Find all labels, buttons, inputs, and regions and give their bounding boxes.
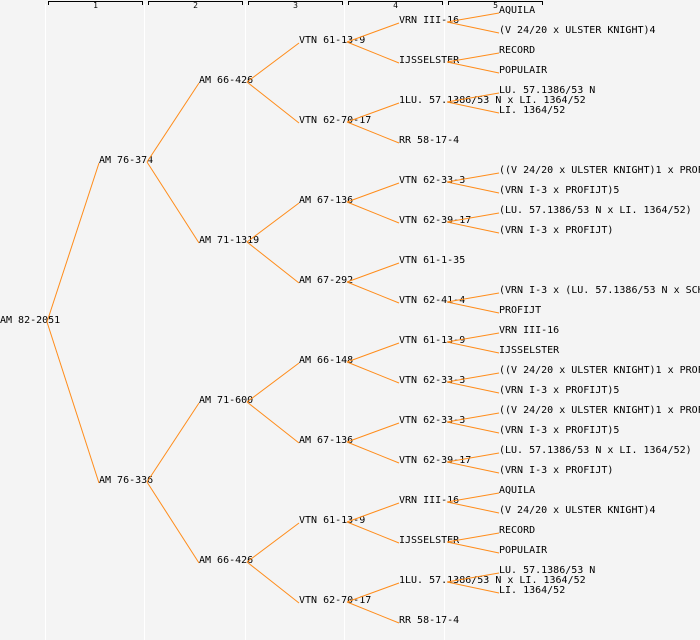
pedigree-node-gen4[interactable]: IJSSELSTER xyxy=(399,535,460,546)
pedigree-link xyxy=(346,182,400,203)
pedigree-node-gen4[interactable]: VTN 62-33-3 xyxy=(399,415,466,426)
pedigree-node-gen0[interactable]: AM 82-2051 xyxy=(0,315,61,326)
column-divider xyxy=(344,4,345,640)
pedigree-link xyxy=(246,522,300,563)
pedigree-node-gen3[interactable]: AM 67-136 xyxy=(299,195,354,206)
pedigree-node-gen3[interactable]: AM 67-292 xyxy=(299,275,354,286)
column-bracket xyxy=(248,1,343,5)
pedigree-node-gen5[interactable]: POPULAIR xyxy=(499,65,548,76)
pedigree-node-gen5[interactable]: (VRN I-3 x (LU. 57.1386/53 N x SCH xyxy=(499,285,700,296)
pedigree-node-gen5[interactable]: IJSSELSTER xyxy=(499,345,560,356)
pedigree-node-gen2[interactable]: AM 66-426 xyxy=(199,75,254,86)
pedigree-node-gen3[interactable]: VTN 61-13-9 xyxy=(299,35,366,46)
column-divider xyxy=(144,4,145,640)
pedigree-node-gen5[interactable]: (VRN I-3 x PROFIJT)5 xyxy=(499,425,620,436)
pedigree-node-gen5[interactable]: RECORD xyxy=(499,45,536,56)
pedigree-node-gen3[interactable]: AM 66-148 xyxy=(299,355,354,366)
pedigree-node-gen5[interactable]: ((V 24/20 x ULSTER KNIGHT)1 x PROF xyxy=(499,365,700,376)
pedigree-node-gen4[interactable]: VTN 61-13-9 xyxy=(399,335,466,346)
pedigree-node-gen4[interactable]: VTN 62-33-3 xyxy=(399,375,466,386)
pedigree-node-gen2[interactable]: AM 71-1319 xyxy=(199,235,260,246)
pedigree-link xyxy=(246,81,300,124)
pedigree-link xyxy=(246,362,300,403)
column-header: 3 xyxy=(293,1,298,10)
pedigree-node-gen5[interactable]: AQUILA xyxy=(499,485,536,496)
pedigree-link xyxy=(346,422,400,443)
pedigree-node-gen3[interactable]: VTN 62-70-17 xyxy=(299,595,372,606)
pedigree-node-gen3[interactable]: VTN 61-13-9 xyxy=(299,515,366,526)
column-divider xyxy=(245,4,246,640)
pedigree-node-gen4[interactable]: VRN III-16 xyxy=(399,15,460,26)
column-header: 4 xyxy=(393,1,398,10)
pedigree-link xyxy=(346,281,400,304)
pedigree-node-gen4[interactable]: IJSSELSTER xyxy=(399,55,460,66)
pedigree-link xyxy=(246,561,300,604)
pedigree-node-gen5[interactable]: ((V 24/20 x ULSTER KNIGHT)1 x PROF xyxy=(499,165,700,176)
pedigree-node-gen2[interactable]: AM 66-426 xyxy=(199,555,254,566)
pedigree-node-gen4[interactable]: RR 58-17-4 xyxy=(399,135,460,146)
pedigree-link xyxy=(246,241,300,284)
column-header: 2 xyxy=(193,1,198,10)
pedigree-node-gen5[interactable]: (VRN I-3 x PROFIJT)5 xyxy=(499,185,620,196)
column-bracket xyxy=(48,1,143,5)
pedigree-node-gen4[interactable]: RR 58-17-4 xyxy=(399,615,460,626)
pedigree-node-gen5[interactable]: (VRN I-3 x PROFIJT) xyxy=(499,465,614,476)
pedigree-node-gen5[interactable]: (LU. 57.1386/53 N x LI. 1364/52) xyxy=(499,205,692,216)
pedigree-link xyxy=(146,82,200,163)
pedigree-node-gen5[interactable]: LI. 1364/52 xyxy=(499,585,566,596)
pedigree-link xyxy=(346,342,400,363)
pedigree-link xyxy=(146,402,200,483)
pedigree-node-gen4[interactable]: VTN 62-33-3 xyxy=(399,175,466,186)
pedigree-link xyxy=(346,201,400,224)
pedigree-link xyxy=(246,401,300,444)
pedigree-node-gen4[interactable]: VTN 62-39-17 xyxy=(399,455,472,466)
pedigree-node-gen5[interactable]: ((V 24/20 x ULSTER KNIGHT)1 x PROF xyxy=(499,405,700,416)
pedigree-node-gen4[interactable]: VRN III-16 xyxy=(399,495,460,506)
pedigree-link xyxy=(346,262,400,283)
pedigree-node-gen5[interactable]: LU. 57.1386/53 N xyxy=(499,85,596,96)
pedigree-node-gen5[interactable]: (VRN I-3 x PROFIJT)5 xyxy=(499,385,620,396)
pedigree-node-gen4[interactable]: VTN 61-1-35 xyxy=(399,255,466,266)
pedigree-link xyxy=(246,42,300,83)
pedigree-node-gen1[interactable]: AM 76-336 xyxy=(99,475,154,486)
pedigree-link xyxy=(46,162,100,323)
pedigree-node-gen5[interactable]: (LU. 57.1386/53 N x LI. 1364/52) xyxy=(499,445,692,456)
column-divider xyxy=(444,4,445,640)
pedigree-node-gen5[interactable]: POPULAIR xyxy=(499,545,548,556)
pedigree-node-gen5[interactable]: LI. 1364/52 xyxy=(499,105,566,116)
pedigree-node-gen5[interactable]: (V 24/20 x ULSTER KNIGHT)4 xyxy=(499,25,656,36)
column-header: 5 xyxy=(493,1,498,10)
pedigree-node-gen2[interactable]: AM 71-600 xyxy=(199,395,254,406)
column-bracket xyxy=(348,1,443,5)
pedigree-node-gen5[interactable]: (V 24/20 x ULSTER KNIGHT)4 xyxy=(499,505,656,516)
pedigree-link xyxy=(146,161,200,244)
column-header: 1 xyxy=(93,1,98,10)
pedigree-node-gen4[interactable]: VTN 62-41-4 xyxy=(399,295,466,306)
pedigree-node-gen1[interactable]: AM 76-374 xyxy=(99,155,154,166)
pedigree-link xyxy=(146,481,200,564)
pedigree-node-gen5[interactable]: VRN III-16 xyxy=(499,325,560,336)
pedigree-node-gen5[interactable]: LU. 57.1386/53 N xyxy=(499,565,596,576)
pedigree-node-gen3[interactable]: AM 67-136 xyxy=(299,435,354,446)
pedigree-node-gen5[interactable]: RECORD xyxy=(499,525,536,536)
pedigree-link xyxy=(346,361,400,384)
pedigree-link xyxy=(346,441,400,464)
column-bracket xyxy=(448,1,543,5)
pedigree-node-gen5[interactable]: (VRN I-3 x PROFIJT) xyxy=(499,225,614,236)
pedigree-link xyxy=(46,321,100,484)
column-bracket xyxy=(148,1,243,5)
pedigree-node-gen4[interactable]: VTN 62-39-17 xyxy=(399,215,472,226)
column-divider xyxy=(45,4,46,640)
pedigree-node-gen5[interactable]: PROFIJT xyxy=(499,305,542,316)
pedigree-node-gen3[interactable]: VTN 62-70-17 xyxy=(299,115,372,126)
pedigree-node-gen5[interactable]: AQUILA xyxy=(499,5,536,16)
